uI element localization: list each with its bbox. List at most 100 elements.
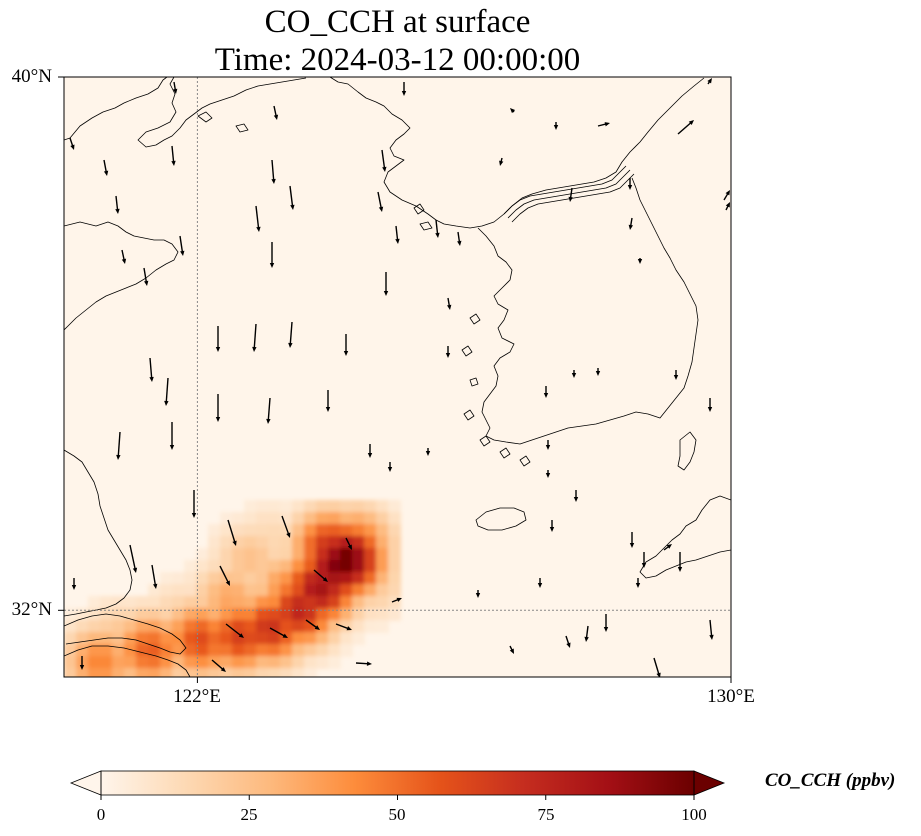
wind-arrow bbox=[545, 440, 551, 450]
plume-cell bbox=[220, 620, 233, 633]
plume-cell bbox=[376, 620, 389, 633]
plume-cell bbox=[160, 668, 173, 677]
wind-arrow bbox=[545, 470, 551, 478]
plume-cell bbox=[232, 620, 245, 633]
plume-cell bbox=[208, 632, 221, 645]
colorbar-ticks bbox=[100, 795, 695, 800]
plume-cell bbox=[220, 536, 233, 549]
plume-cell bbox=[292, 644, 305, 657]
plume-cell bbox=[376, 512, 389, 525]
wind-arrow bbox=[335, 623, 352, 631]
plume-cell bbox=[148, 656, 161, 669]
plume-cell bbox=[136, 620, 149, 633]
wind-arrow bbox=[549, 520, 555, 532]
colorbar-extend-min bbox=[69, 770, 102, 796]
plume-cell bbox=[280, 560, 293, 573]
colorbar-gradient bbox=[101, 771, 694, 795]
plume-cell bbox=[388, 572, 401, 585]
wind-arrow bbox=[281, 515, 291, 538]
plume-cell bbox=[292, 584, 305, 597]
plume-cell bbox=[208, 584, 221, 597]
wind-arrow bbox=[573, 490, 579, 502]
plume-cell bbox=[256, 548, 269, 561]
plume-cell bbox=[208, 524, 221, 537]
wind-arrow bbox=[725, 202, 730, 211]
wind-arrow bbox=[215, 326, 221, 352]
wind-arrow bbox=[211, 659, 226, 672]
plume-cell bbox=[268, 524, 281, 537]
plume-cell bbox=[124, 644, 137, 657]
plume-cell bbox=[244, 560, 257, 573]
plume-cell bbox=[220, 632, 233, 645]
wind-arrow bbox=[266, 397, 271, 424]
plume-cell bbox=[256, 620, 269, 633]
plume-cell bbox=[340, 560, 353, 573]
plume-cell bbox=[208, 668, 221, 677]
plume-cell bbox=[196, 560, 209, 573]
plume-cell bbox=[76, 644, 89, 657]
wind-arrow bbox=[377, 191, 384, 212]
wind-arrow bbox=[255, 205, 261, 232]
plume-cell bbox=[196, 584, 209, 597]
wind-arrow bbox=[143, 267, 149, 286]
plume-cell bbox=[124, 668, 137, 677]
plume-cell bbox=[208, 536, 221, 549]
wind-arrow bbox=[627, 178, 633, 190]
plume-cell bbox=[112, 632, 125, 645]
plume-cell bbox=[328, 500, 341, 513]
plume-cell bbox=[340, 596, 353, 609]
plume-cell bbox=[304, 620, 317, 633]
yangtze-estuary bbox=[64, 613, 191, 677]
tsushima-island bbox=[677, 431, 697, 471]
wind-arrow bbox=[509, 645, 514, 654]
wind-arrow bbox=[435, 219, 440, 238]
plume-cell bbox=[316, 632, 329, 645]
plume-cell bbox=[196, 548, 209, 561]
plume-cell bbox=[268, 536, 281, 549]
plume-cell bbox=[112, 668, 125, 677]
plume-cell bbox=[316, 656, 329, 669]
wind-arrow bbox=[305, 619, 320, 630]
plume-cell bbox=[88, 632, 101, 645]
wind-arrow bbox=[603, 614, 609, 632]
plume-cell bbox=[184, 668, 197, 677]
plume-cell bbox=[136, 596, 149, 609]
wind-arrow bbox=[597, 122, 610, 127]
wind-arrow bbox=[103, 159, 109, 176]
plume-cell bbox=[244, 512, 257, 525]
plume-cell bbox=[244, 500, 257, 513]
plume-cell bbox=[376, 560, 389, 573]
plume-cell bbox=[196, 668, 209, 677]
wind-arrow bbox=[677, 120, 694, 135]
plume-cell bbox=[148, 584, 161, 597]
plume-cell bbox=[76, 632, 89, 645]
wind-arrow bbox=[383, 272, 389, 296]
plume-cell bbox=[244, 644, 257, 657]
plume-cell bbox=[232, 512, 245, 525]
plume-cell bbox=[208, 560, 221, 573]
plume-cell bbox=[112, 620, 125, 633]
plume-cell bbox=[232, 656, 245, 669]
plume-cell bbox=[292, 524, 305, 537]
plume-cell bbox=[364, 620, 377, 633]
plume-cell bbox=[244, 572, 257, 585]
wind-arrow bbox=[79, 656, 85, 670]
plume-cell bbox=[88, 644, 101, 657]
plume-cell bbox=[100, 596, 113, 609]
kyushu-coast bbox=[639, 495, 731, 579]
colorbar-label-50: 50 bbox=[388, 805, 406, 824]
plume-cell bbox=[328, 596, 341, 609]
plume-cell bbox=[256, 632, 269, 645]
plume-cell bbox=[376, 608, 389, 621]
plume-cell bbox=[304, 632, 317, 645]
plume-cell bbox=[172, 620, 185, 633]
plume-cell bbox=[352, 608, 365, 621]
wind-arrow bbox=[71, 578, 77, 590]
plume-cell bbox=[316, 608, 329, 621]
plume-cell bbox=[232, 524, 245, 537]
plume-cell bbox=[352, 560, 365, 573]
wind-arrow bbox=[457, 231, 462, 246]
plume-cell bbox=[220, 512, 233, 525]
plume-cell bbox=[136, 644, 149, 657]
plume-cell bbox=[160, 572, 173, 585]
